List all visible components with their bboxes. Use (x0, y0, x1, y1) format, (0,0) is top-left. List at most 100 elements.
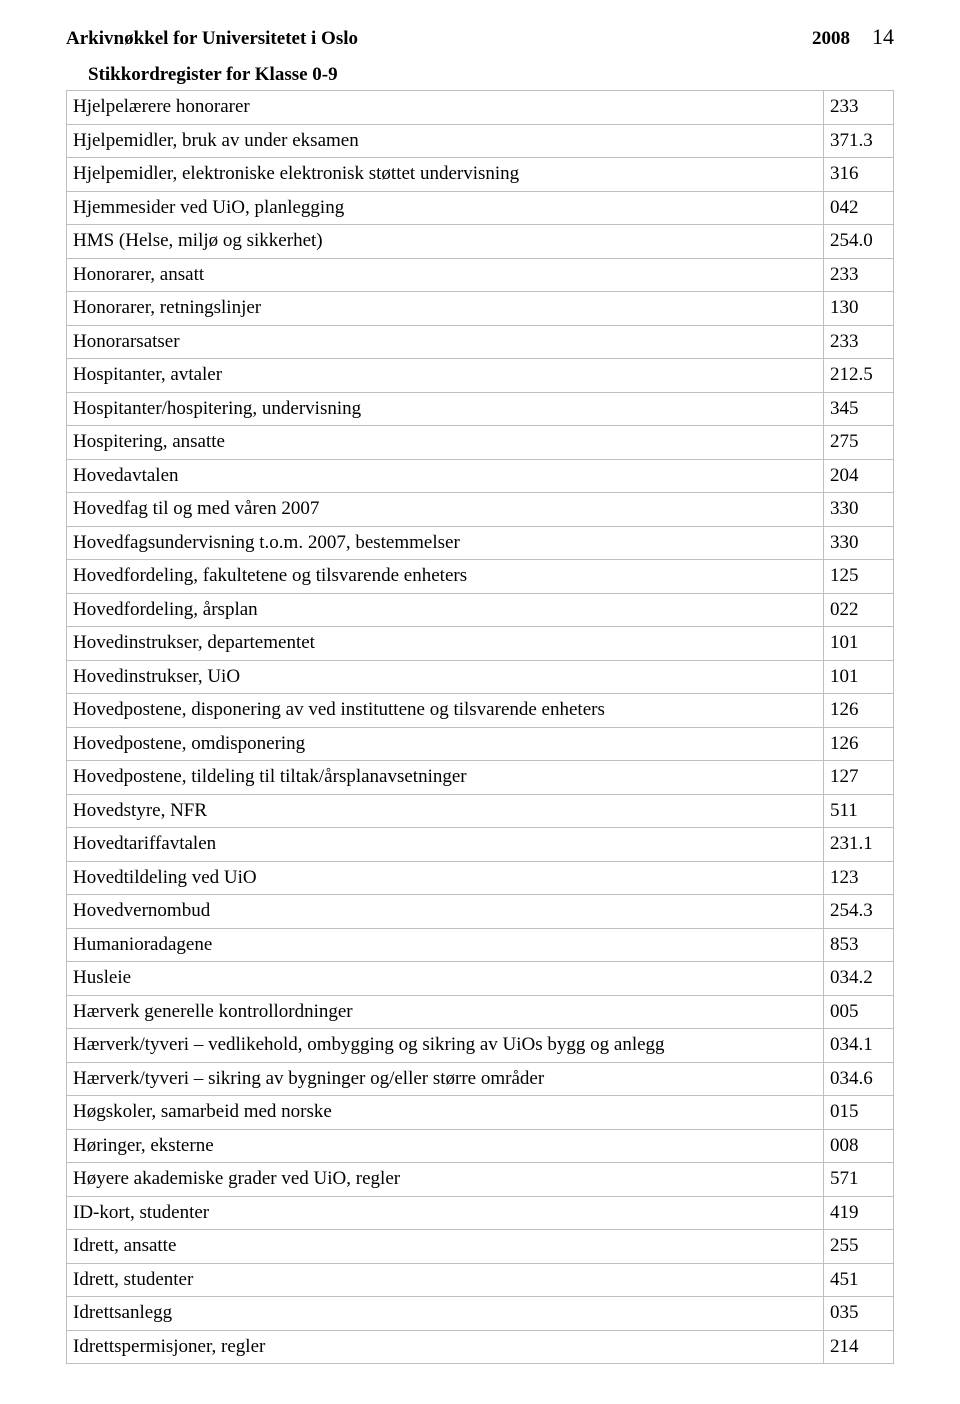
entry-label: Hospitering, ansatte (67, 426, 824, 460)
table-row: Idrettsanlegg035 (67, 1297, 894, 1331)
page-number: 14 (872, 24, 894, 50)
page-header: Arkivnøkkel for Universitetet i Oslo 200… (66, 24, 894, 50)
table-row: Hovedpostene, tildeling til tiltak/årspl… (67, 761, 894, 795)
entry-code: 371.3 (824, 124, 894, 158)
table-row: Hovedvernombud254.3 (67, 895, 894, 929)
entry-code: 330 (824, 493, 894, 527)
entry-label: Humanioradagene (67, 928, 824, 962)
entry-code: 214 (824, 1330, 894, 1364)
entry-label: Hovedinstrukser, UiO (67, 660, 824, 694)
entry-code: 034.6 (824, 1062, 894, 1096)
table-row: ID-kort, studenter419 (67, 1196, 894, 1230)
table-row: Høgskoler, samarbeid med norske015 (67, 1096, 894, 1130)
table-row: Hovedpostene, omdisponering126 (67, 727, 894, 761)
entry-code: 101 (824, 660, 894, 694)
index-table: Hjelpelærere honorarer233Hjelpemidler, b… (66, 90, 894, 1364)
entry-label: Hovedfag til og med våren 2007 (67, 493, 824, 527)
entry-label: Høgskoler, samarbeid med norske (67, 1096, 824, 1130)
table-row: Hovedpostene, disponering av ved institu… (67, 694, 894, 728)
table-row: Høyere akademiske grader ved UiO, regler… (67, 1163, 894, 1197)
table-row: Hærverk/tyveri – vedlikehold, ombygging … (67, 1029, 894, 1063)
entry-code: 231.1 (824, 828, 894, 862)
entry-label: Hovedvernombud (67, 895, 824, 929)
entry-label: Idrett, studenter (67, 1263, 824, 1297)
table-row: Honorarer, retningslinjer130 (67, 292, 894, 326)
entry-label: Hærverk generelle kontrollordninger (67, 995, 824, 1029)
entry-code: 035 (824, 1297, 894, 1331)
entry-code: 233 (824, 91, 894, 125)
table-row: Hjemmesider ved UiO, planlegging042 (67, 191, 894, 225)
entry-code: 571 (824, 1163, 894, 1197)
table-row: Hjelpemidler, bruk av under eksamen371.3 (67, 124, 894, 158)
entry-label: Idrettspermisjoner, regler (67, 1330, 824, 1364)
entry-label: Idrett, ansatte (67, 1230, 824, 1264)
table-row: Hospitering, ansatte275 (67, 426, 894, 460)
entry-code: 511 (824, 794, 894, 828)
entry-label: Hovedtariffavtalen (67, 828, 824, 862)
entry-label: Idrettsanlegg (67, 1297, 824, 1331)
table-row: Hovedfordeling, fakultetene og tilsvaren… (67, 560, 894, 594)
entry-label: Hospitanter/hospitering, undervisning (67, 392, 824, 426)
entry-label: Hospitanter, avtaler (67, 359, 824, 393)
entry-code: 126 (824, 694, 894, 728)
table-row: Hovedtildeling ved UiO123 (67, 861, 894, 895)
table-row: Hjelpelærere honorarer233 (67, 91, 894, 125)
entry-label: HMS (Helse, miljø og sikkerhet) (67, 225, 824, 259)
entry-label: Husleie (67, 962, 824, 996)
entry-label: Honorarsatser (67, 325, 824, 359)
table-row: Hovedstyre, NFR511 (67, 794, 894, 828)
entry-code: 123 (824, 861, 894, 895)
entry-code: 233 (824, 258, 894, 292)
subtitle: Stikkordregister for Klasse 0-9 (88, 64, 894, 86)
table-row: Hovedfagsundervisning t.o.m. 2007, beste… (67, 526, 894, 560)
table-row: Hjelpemidler, elektroniske elektronisk s… (67, 158, 894, 192)
table-row: Hovedinstrukser, departementet101 (67, 627, 894, 661)
table-row: Hærverk/tyveri – sikring av bygninger og… (67, 1062, 894, 1096)
entry-code: 127 (824, 761, 894, 795)
table-row: Hovedfag til og med våren 2007330 (67, 493, 894, 527)
entry-code: 126 (824, 727, 894, 761)
header-year: 2008 (812, 28, 850, 50)
entry-code: 330 (824, 526, 894, 560)
entry-code: 008 (824, 1129, 894, 1163)
document-page: Arkivnøkkel for Universitetet i Oslo 200… (0, 0, 960, 1404)
entry-label: Hjelpemidler, elektroniske elektronisk s… (67, 158, 824, 192)
entry-code: 254.3 (824, 895, 894, 929)
entry-code: 042 (824, 191, 894, 225)
entry-code: 345 (824, 392, 894, 426)
table-row: Høringer, eksterne008 (67, 1129, 894, 1163)
table-row: Hospitanter/hospitering, undervisning345 (67, 392, 894, 426)
table-row: Hovedfordeling, årsplan022 (67, 593, 894, 627)
entry-label: Hærverk/tyveri – sikring av bygninger og… (67, 1062, 824, 1096)
entry-code: 451 (824, 1263, 894, 1297)
entry-code: 005 (824, 995, 894, 1029)
entry-code: 275 (824, 426, 894, 460)
entry-label: Høringer, eksterne (67, 1129, 824, 1163)
header-right: 2008 14 (812, 24, 894, 50)
table-row: HMS (Helse, miljø og sikkerhet)254.0 (67, 225, 894, 259)
entry-code: 034.2 (824, 962, 894, 996)
entry-code: 419 (824, 1196, 894, 1230)
entry-code: 254.0 (824, 225, 894, 259)
table-row: Hærverk generelle kontrollordninger005 (67, 995, 894, 1029)
entry-label: Hærverk/tyveri – vedlikehold, ombygging … (67, 1029, 824, 1063)
entry-label: Hovedfagsundervisning t.o.m. 2007, beste… (67, 526, 824, 560)
table-row: Hovedtariffavtalen231.1 (67, 828, 894, 862)
entry-label: Hovedstyre, NFR (67, 794, 824, 828)
entry-label: ID-kort, studenter (67, 1196, 824, 1230)
entry-code: 034.1 (824, 1029, 894, 1063)
entry-code: 015 (824, 1096, 894, 1130)
table-row: Idrettspermisjoner, regler214 (67, 1330, 894, 1364)
entry-label: Hovedpostene, tildeling til tiltak/årspl… (67, 761, 824, 795)
entry-code: 022 (824, 593, 894, 627)
entry-code: 255 (824, 1230, 894, 1264)
entry-code: 212.5 (824, 359, 894, 393)
entry-code: 130 (824, 292, 894, 326)
table-row: Idrett, studenter451 (67, 1263, 894, 1297)
table-row: Honorarer, ansatt233 (67, 258, 894, 292)
entry-label: Hovedavtalen (67, 459, 824, 493)
entry-code: 101 (824, 627, 894, 661)
entry-label: Hovedtildeling ved UiO (67, 861, 824, 895)
header-title: Arkivnøkkel for Universitetet i Oslo (66, 28, 358, 50)
entry-code: 125 (824, 560, 894, 594)
